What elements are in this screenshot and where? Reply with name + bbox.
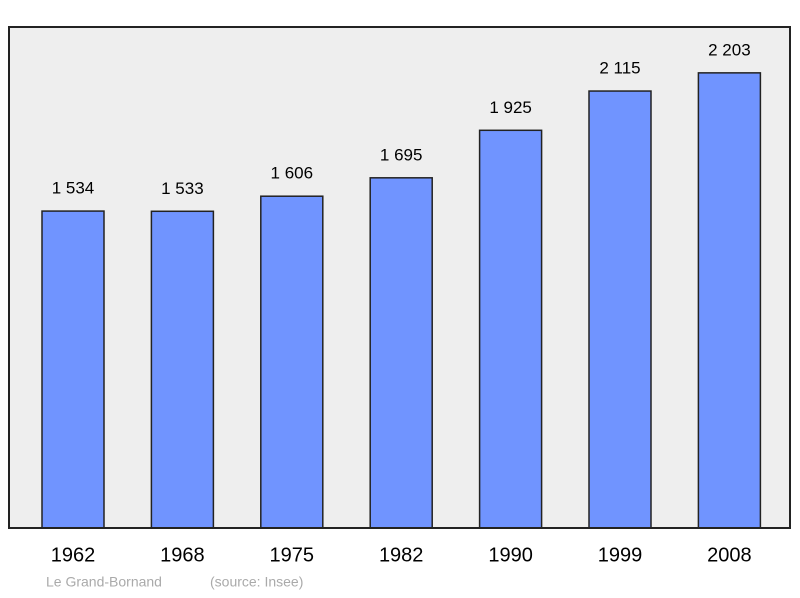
bar <box>41 210 105 529</box>
bar <box>478 129 543 529</box>
value-label: 1 533 <box>161 179 204 198</box>
place-note: Le Grand-Bornand <box>46 574 162 590</box>
value-label: 2 115 <box>599 59 640 78</box>
bar <box>588 90 652 529</box>
x-tick-label: 2008 <box>707 544 752 566</box>
x-tick-label: 1968 <box>160 544 205 566</box>
x-tick-label: 1999 <box>598 544 643 566</box>
bar <box>150 210 215 529</box>
bar <box>369 177 433 529</box>
value-label: 1 925 <box>489 98 532 117</box>
x-tick-label: 1975 <box>270 544 315 566</box>
bar <box>697 72 762 529</box>
bar <box>260 195 324 529</box>
x-tick-label: 1982 <box>379 544 424 566</box>
x-tick-label: 1962 <box>51 544 96 566</box>
value-label: 1 695 <box>380 145 423 164</box>
value-label: 1 606 <box>271 164 314 183</box>
value-label: 2 203 <box>708 40 751 59</box>
value-label: 1 534 <box>52 179 95 198</box>
x-tick-label: 1990 <box>488 544 533 566</box>
plot-frame <box>8 26 791 529</box>
source-note: (source: Insee) <box>210 574 303 590</box>
